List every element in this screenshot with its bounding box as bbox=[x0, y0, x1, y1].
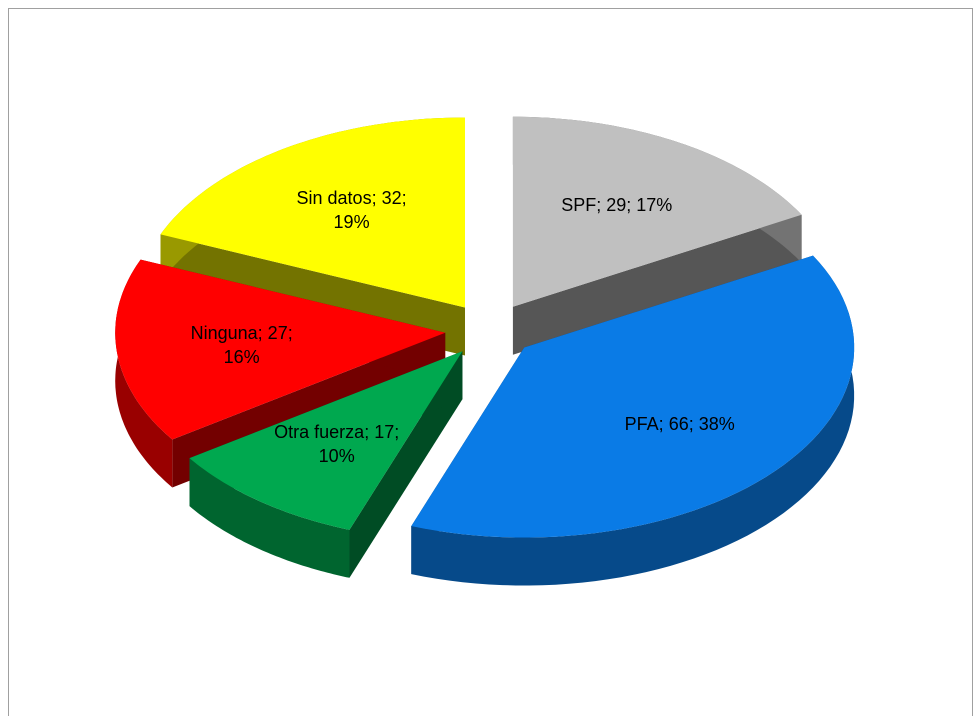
data-label: Otra fuerza; 17; 10% bbox=[274, 422, 400, 467]
data-label: SPF; 29; 17% bbox=[561, 195, 673, 216]
data-label: PFA; 66; 38% bbox=[624, 414, 735, 435]
slice-radial-wall bbox=[512, 214, 802, 355]
slice bbox=[189, 351, 463, 530]
data-label: Ninguna; 27; 16% bbox=[190, 322, 293, 367]
slice-tops bbox=[115, 116, 855, 538]
data-label: Sin datos; 32; 19% bbox=[296, 187, 407, 232]
slice-outer-wall bbox=[411, 255, 855, 586]
slice bbox=[411, 255, 855, 538]
slice bbox=[160, 117, 465, 308]
slice bbox=[115, 259, 446, 440]
slice-outer-wall bbox=[189, 458, 350, 578]
chart-border bbox=[8, 8, 973, 716]
slice bbox=[512, 116, 802, 307]
